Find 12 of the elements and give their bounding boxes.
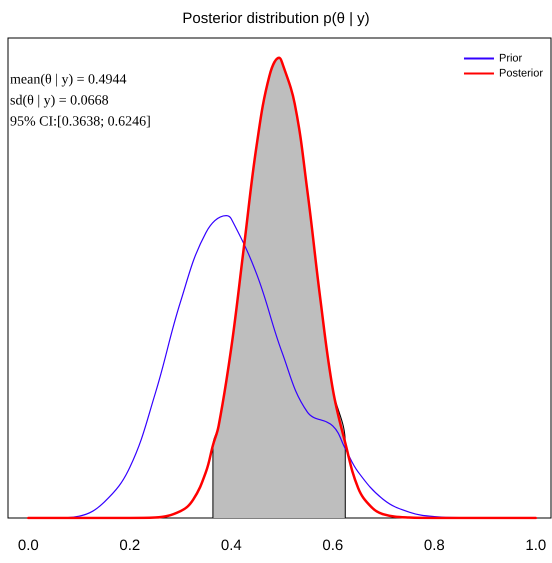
annotation: 95% CI:[0.3638; 0.6246] (10, 114, 151, 130)
x-tick-label: 1.0 (525, 537, 546, 554)
x-tick-label: 0.2 (119, 537, 140, 554)
chart-title: Posterior distribution p(θ | y) (182, 10, 370, 27)
x-tick-label: 0.4 (220, 537, 242, 554)
x-tick-label: 0.6 (322, 537, 344, 554)
annotation: sd(θ | y) = 0.0668 (10, 94, 109, 108)
x-tick-label: 0.8 (424, 537, 445, 554)
x-tick-label: 0.0 (18, 537, 39, 554)
legend-label: Posterior (498, 68, 544, 80)
legend-label: Prior (498, 52, 523, 64)
annotation: mean(θ | y) = 0.4944 (10, 72, 127, 88)
